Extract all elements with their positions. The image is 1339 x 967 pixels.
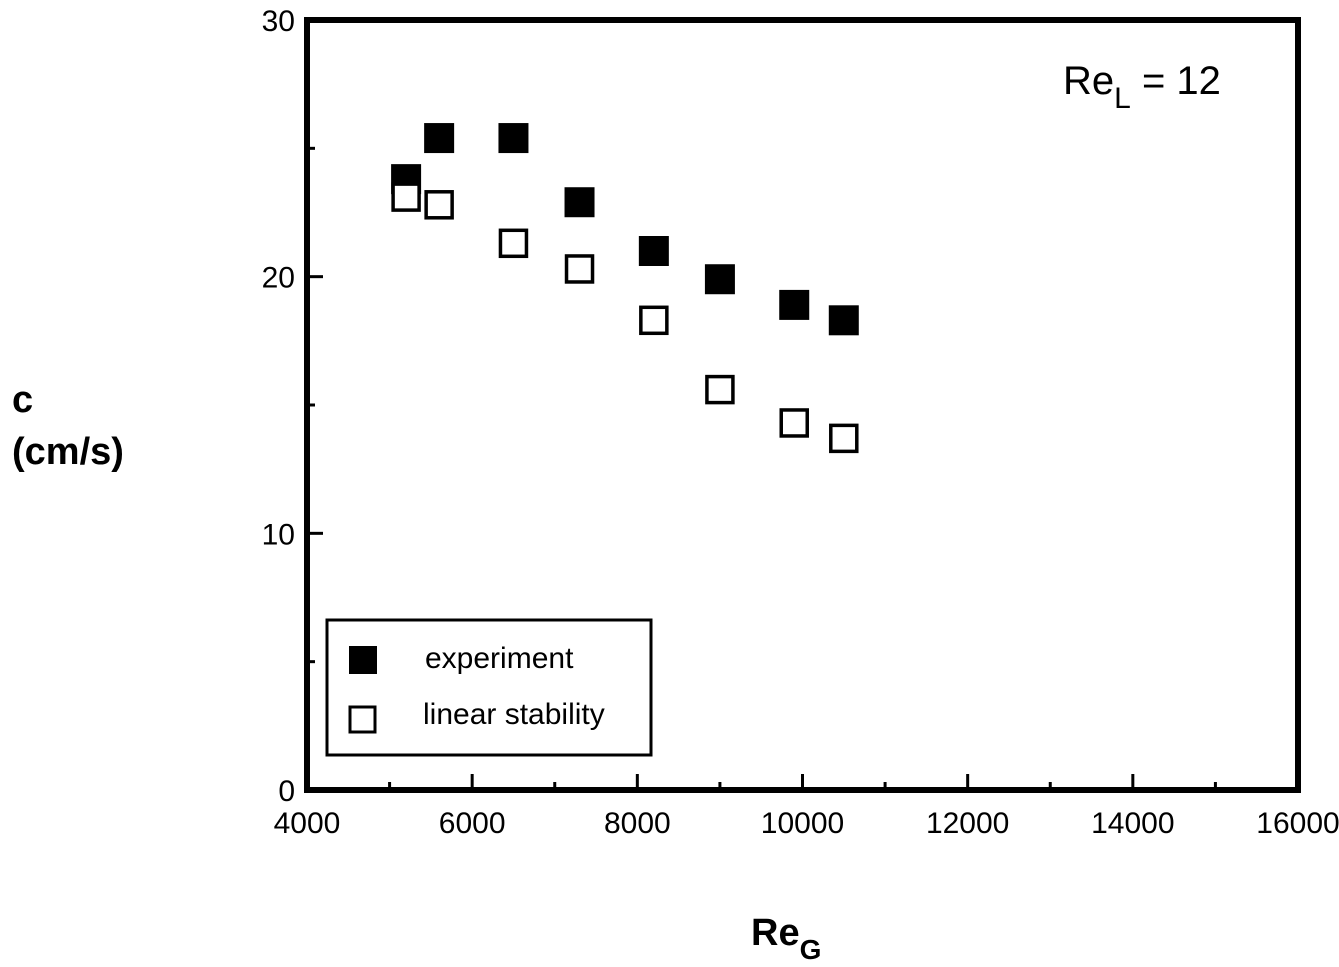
- y-axis-title-line1: c: [12, 379, 33, 421]
- annotation-main: Re: [1063, 59, 1114, 103]
- linear-stability-point-6: [779, 408, 809, 438]
- annotation-rest: = 12: [1131, 59, 1221, 103]
- legend-marker-linear-stability: [348, 705, 377, 734]
- legend-marker-experiment: [349, 646, 377, 674]
- linear-stability-point-2: [498, 228, 529, 259]
- y-tick-label-30: 30: [262, 5, 295, 38]
- x-tick-label-4000: 4000: [274, 807, 341, 840]
- experiment-point-1: [424, 123, 455, 154]
- legend-label-experiment: experiment: [425, 642, 574, 675]
- legend: experiment linear stability: [325, 618, 653, 757]
- annotation-subscript: L: [1114, 82, 1131, 115]
- x-tick-label-12000: 12000: [926, 807, 1009, 840]
- experiment-point-4: [638, 236, 669, 266]
- x-axis-title-subscript: G: [800, 934, 822, 965]
- axis-tick-labels: 4000 6000 8000 10000 12000 14000 16000 0 10 20 30: [262, 5, 1339, 840]
- experiment-point-5: [704, 264, 735, 295]
- legend-box: [325, 618, 653, 757]
- x-tick-label-16000: 16000: [1256, 807, 1339, 840]
- x-axis-title-main: Re: [751, 912, 800, 954]
- experiment-point-3: [564, 187, 595, 218]
- axis-ticks: [305, 18, 1300, 792]
- y-axis-title-line2: (cm/s): [12, 431, 124, 473]
- experiment-point-7: [828, 305, 859, 336]
- experiment-point-6: [779, 289, 810, 320]
- x-tick-label-6000: 6000: [439, 807, 506, 840]
- linear-stability-point-4: [639, 305, 669, 336]
- linear-stability-point-5: [705, 374, 735, 405]
- y-tick-label-10: 10: [262, 518, 295, 551]
- y-tick-label-0: 0: [278, 775, 295, 808]
- x-tick-label-14000: 14000: [1091, 807, 1174, 840]
- y-tick-label-20: 20: [262, 262, 295, 295]
- x-tick-label-8000: 8000: [604, 807, 671, 840]
- linear-stability-point-7: [829, 423, 859, 454]
- annotation-re-l: ReL = 12: [1063, 59, 1221, 115]
- x-tick-label-10000: 10000: [761, 807, 844, 840]
- data-marks: [391, 123, 859, 454]
- x-axis-title: ReG: [751, 912, 821, 965]
- linear-stability-point-3: [564, 254, 595, 284]
- linear-stability-point-1: [424, 190, 454, 220]
- linear-stability-point-0: [391, 182, 421, 212]
- experiment-point-2: [498, 123, 529, 154]
- legend-label-linear-stability: linear stability: [423, 698, 605, 731]
